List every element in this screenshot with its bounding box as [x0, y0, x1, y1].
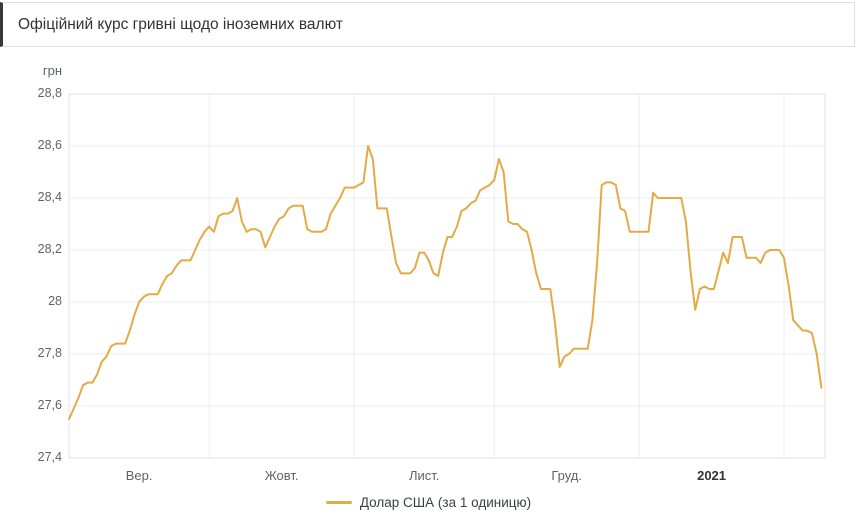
header-bar: Офіційний курс гривні щодо іноземних вал… [0, 2, 855, 47]
y-tick-label: 27,4 [37, 450, 62, 464]
usd-rate-line[interactable] [68, 145, 823, 420]
x-tick-label: Вер. [125, 468, 153, 483]
x-tick-label: Жовт. [264, 468, 299, 483]
y-axis-unit-label: грн [42, 63, 62, 78]
y-tick-label: 27,8 [37, 346, 62, 360]
x-tick-label: 2021 [697, 468, 727, 483]
y-tick-label: 28,8 [37, 86, 62, 100]
x-tick-label: Груд. [551, 468, 583, 483]
legend-line-swatch [325, 501, 352, 504]
legend-label: Долар США (за 1 одиницю) [359, 495, 532, 510]
page-title: Офіційний курс гривні щодо іноземних вал… [18, 16, 343, 33]
y-tick-label: 27,6 [37, 398, 62, 412]
y-tick-label: 28,4 [37, 190, 62, 204]
y-tick-label: 28,6 [37, 138, 62, 152]
y-tick-label: 28 [48, 294, 62, 308]
x-tick-label: Лист. [408, 468, 440, 483]
y-tick-label: 28,2 [37, 242, 62, 256]
chart-legend[interactable]: Долар США (за 1 одиницю) [0, 495, 857, 510]
